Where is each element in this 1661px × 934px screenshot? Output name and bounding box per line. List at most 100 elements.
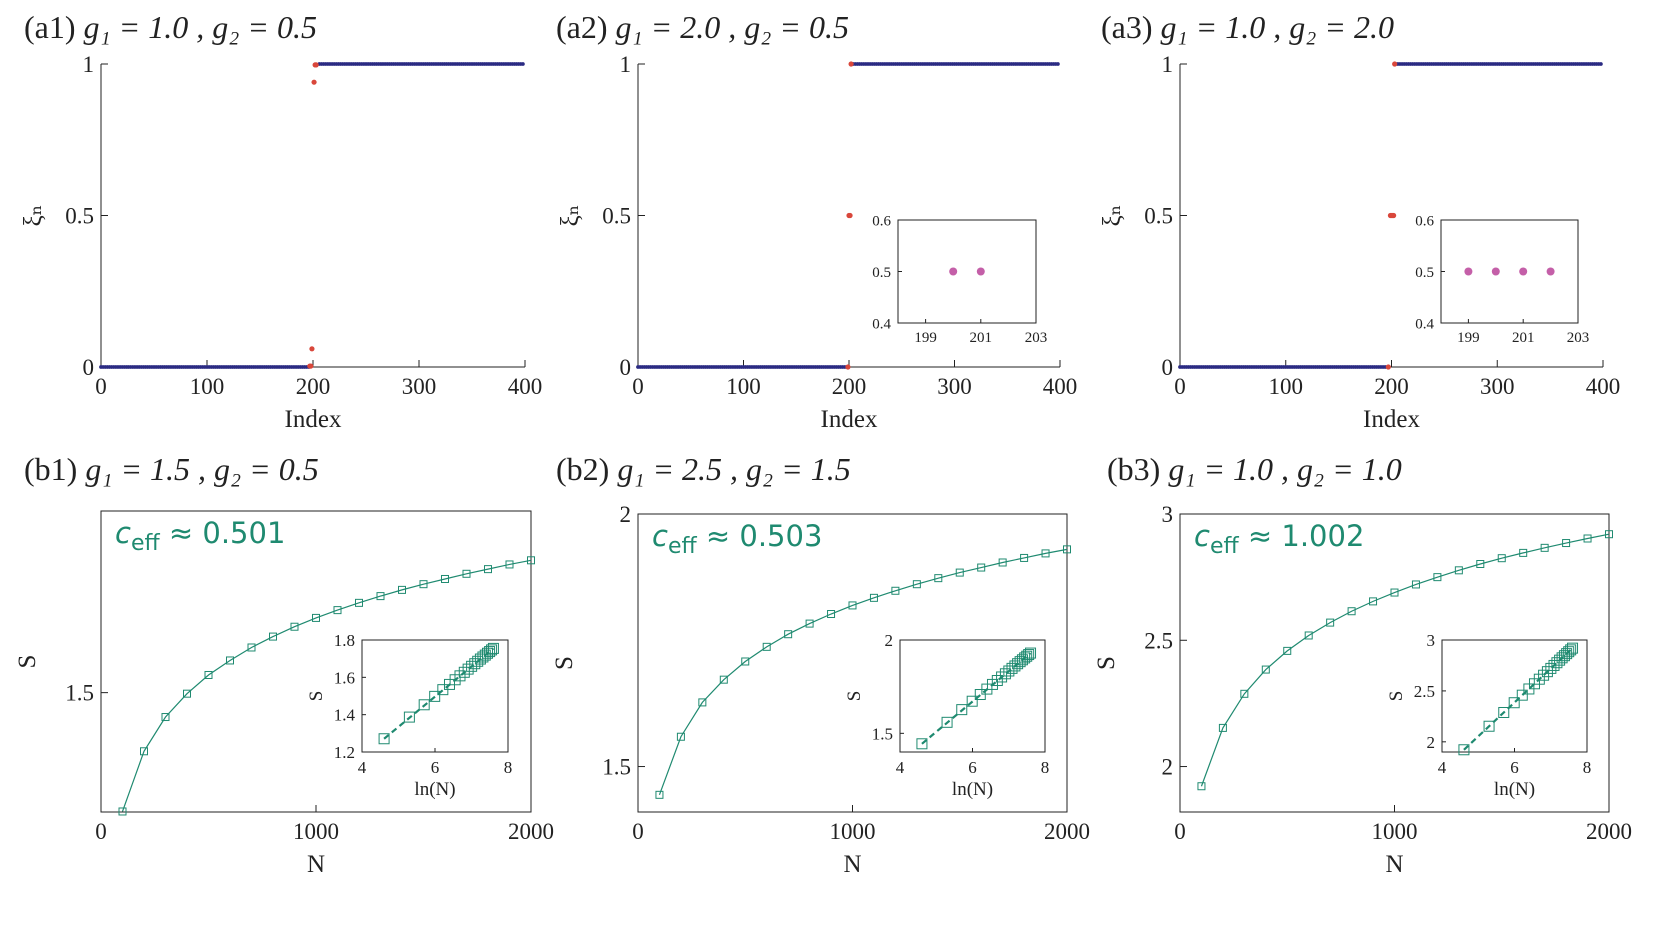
main-y-tick-label: 1.5 (602, 755, 631, 780)
inset-data-marker (1021, 650, 1033, 662)
inset-data-marker (1483, 720, 1495, 732)
main-axes-a2: 0 100 200 300 400 0 0.5 1 (602, 52, 1077, 399)
inset-x-axis-label: ln(N) (952, 779, 993, 800)
data-marker (676, 732, 685, 741)
main-x-tick-label: 100 (1269, 374, 1304, 399)
data-marker (226, 656, 234, 665)
panel-label: (a1) (24, 9, 76, 45)
main-y-tick-label: 0.5 (65, 204, 94, 229)
inset-axes-a2: 199 201 203 0.4 0.5 0.6 (872, 213, 1047, 346)
data-marker (1390, 588, 1399, 597)
data-marker (183, 689, 191, 698)
panel-parameters: g₁ = 2.0 , g₂ = 0.5 (616, 9, 849, 45)
data-marker (1454, 566, 1463, 575)
main-x-tick-label: 0 (632, 819, 644, 844)
inset-data-marker (1498, 706, 1510, 718)
main-x-tick-label: 400 (1043, 374, 1078, 399)
annotation-value: ≈ 0.501 (160, 516, 286, 550)
inset-y-tick-label: 2.5 (1414, 682, 1435, 701)
x-axis-label-a1: Index (285, 406, 342, 433)
main-x-tick-label: 400 (508, 374, 543, 399)
main-x-tick-label: 0 (632, 374, 644, 399)
data-series-a2 (636, 61, 1060, 370)
inset-data-marker (1558, 650, 1570, 662)
panel-label: (b1) (24, 451, 77, 487)
main-x-tick-label: 200 (1374, 374, 1409, 399)
data-point-transition (311, 79, 317, 85)
data-marker (784, 630, 793, 639)
data-marker (977, 563, 986, 572)
inset-x-tick-label: 8 (1583, 758, 1592, 777)
inset-y-tick-label: 0.6 (1415, 213, 1434, 229)
inset-data-point (1519, 267, 1528, 276)
data-marker (1283, 646, 1292, 655)
main-y-tick-label: 0.5 (602, 204, 631, 229)
annotation-subscript: eff (1210, 534, 1240, 559)
inset-axes-a3: 199 201 203 0.4 0.5 0.6 (1415, 213, 1589, 346)
panel-title-a1: (a1) g₁ = 1.0 , g₂ = 0.5 (24, 9, 317, 45)
inset-x-tick-label: 4 (1438, 758, 1447, 777)
inset-data-marker (1538, 669, 1550, 681)
annotation-ceff-b1: ceff ≈ 0.501 (115, 516, 285, 556)
y-axis-label-b2: S (551, 656, 578, 670)
data-marker (719, 675, 728, 684)
y-axis-label-b1: S (14, 655, 41, 669)
main-y-tick-label: 1 (620, 52, 632, 77)
x-axis-label-b3: N (1385, 851, 1403, 878)
panel-parameters: g₁ = 2.5 , g₂ = 1.5 (617, 451, 850, 487)
inset-data-marker (1563, 646, 1575, 658)
panel-title-a3: (a3) g₁ = 1.0 , g₂ = 2.0 (1101, 9, 1394, 45)
panel-label: (b3) (1107, 451, 1160, 487)
data-point-transition (1392, 61, 1398, 67)
main-axes-a1: 0 100 200 300 400 0 0.5 1 (65, 52, 542, 399)
data-marker (462, 569, 471, 578)
data-point-transition (1385, 364, 1391, 370)
inset-x-tick-label: 6 (431, 758, 440, 777)
main-y-tick-label: 1 (83, 52, 95, 77)
main-x-tick-label: 0 (95, 819, 107, 844)
main-y-tick-label: 2 (1162, 755, 1174, 780)
data-marker (484, 565, 492, 574)
data-marker (1411, 580, 1420, 589)
panel-parameters: g₁ = 1.0 , g₂ = 2.0 (1161, 9, 1394, 45)
data-point-transition (845, 364, 851, 370)
main-x-tick-label: 300 (1480, 374, 1515, 399)
data-marker (1583, 534, 1592, 543)
y-axis-label-a3: ξₙ (1099, 205, 1126, 227)
inset-data-marker (1025, 647, 1037, 659)
inset-data-marker (1516, 689, 1528, 701)
data-marker (1261, 665, 1270, 674)
inset-data-point (976, 267, 985, 276)
main-y-tick-label: 0 (83, 355, 95, 380)
inset-data-marker (991, 675, 1003, 687)
inset-data-marker (916, 738, 928, 750)
main-x-tick-label: 1000 (1372, 819, 1418, 844)
data-marker (355, 598, 363, 607)
inset-x-tick-label: 203 (1025, 330, 1048, 346)
panel-label: (b2) (556, 451, 609, 487)
inset-data-marker (429, 690, 441, 702)
main-x-tick-label: 100 (190, 374, 225, 399)
inset-x-axis-label: ln(N) (414, 779, 455, 800)
inset-data-point (1464, 267, 1473, 276)
main-y-tick-label: 2.5 (1144, 628, 1173, 653)
data-marker (1519, 548, 1528, 557)
data-point-transition (1391, 212, 1397, 219)
inset-data-marker (403, 711, 415, 723)
main-axes-b2: 0 1000 2000 1.5 2 (602, 502, 1090, 844)
annotation-ceff-b2: ceff ≈ 0.503 (652, 519, 822, 559)
data-marker (998, 558, 1007, 567)
data-marker (1369, 597, 1378, 606)
data-marker (1347, 607, 1356, 616)
main-x-tick-label: 1000 (293, 819, 339, 844)
main-x-tick-label: 1000 (830, 819, 876, 844)
main-x-tick-label: 2000 (508, 819, 554, 844)
inset-y-tick-label: 1.8 (334, 631, 355, 650)
data-marker (1240, 689, 1249, 698)
inset-x-tick-label: 199 (914, 330, 937, 346)
main-y-tick-label: 0.5 (1144, 204, 1173, 229)
inset-data-marker (1023, 649, 1035, 661)
main-x-tick-label: 2000 (1586, 819, 1632, 844)
inset-x-tick-label: 201 (1512, 330, 1535, 346)
